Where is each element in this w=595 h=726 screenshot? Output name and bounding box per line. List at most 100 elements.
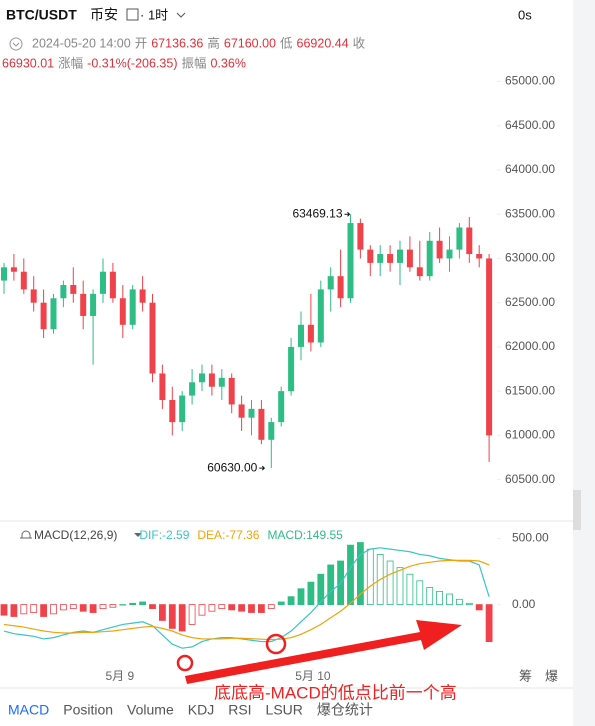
y-tick-label: 65000.00 bbox=[505, 74, 555, 88]
candle-body bbox=[317, 289, 324, 343]
macd-bar bbox=[347, 544, 354, 606]
tab[interactable]: 爆仓统计 bbox=[317, 702, 373, 718]
exchange: 币安 bbox=[90, 7, 118, 23]
y-tick-label: 61500.00 bbox=[505, 383, 555, 397]
bell-icon[interactable] bbox=[20, 530, 32, 539]
candle-body bbox=[1, 267, 7, 281]
y-tick-label: 61000.00 bbox=[505, 428, 555, 442]
candle-body bbox=[367, 249, 374, 263]
candle-body bbox=[179, 395, 186, 423]
y-tick-label: 63000.00 bbox=[505, 251, 555, 265]
macd-bar bbox=[218, 604, 226, 609]
interval[interactable]: · 1时 bbox=[140, 7, 168, 22]
macd-bar bbox=[317, 573, 325, 606]
candle-body bbox=[298, 324, 304, 347]
info-close_label: 收 bbox=[353, 36, 366, 50]
candle-body bbox=[486, 258, 493, 436]
y-tick-label: 60500.00 bbox=[505, 472, 555, 486]
tab[interactable]: Position bbox=[63, 702, 113, 718]
candle-body bbox=[436, 240, 443, 259]
macd-bar bbox=[366, 548, 374, 606]
candle-body bbox=[218, 377, 225, 387]
y-tick-label: 62000.00 bbox=[505, 339, 555, 353]
macd-bar bbox=[50, 604, 57, 615]
candle-body bbox=[307, 324, 314, 343]
macd-bar bbox=[149, 604, 156, 609]
macd-bar bbox=[228, 604, 236, 611]
candle-body bbox=[90, 293, 97, 316]
max-label: 63469.13 bbox=[292, 206, 342, 220]
y-tick-label: 0.00 bbox=[512, 597, 536, 611]
highlight-circle bbox=[176, 654, 194, 672]
macd-bar bbox=[79, 604, 87, 612]
chevron bbox=[12, 42, 20, 47]
macd-bar bbox=[158, 604, 166, 621]
candle-body bbox=[139, 289, 146, 303]
info-change_label: 涨幅 bbox=[58, 55, 83, 70]
tab[interactable]: LSUR bbox=[266, 702, 303, 718]
macd-bar bbox=[129, 602, 137, 606]
info-low_label: 低 bbox=[280, 36, 293, 50]
macd-bar bbox=[10, 604, 18, 617]
y-tick-label: 500.00 bbox=[512, 531, 549, 545]
candle-body bbox=[406, 249, 413, 268]
macd-bar bbox=[188, 604, 196, 625]
candle-body bbox=[129, 289, 136, 325]
tab[interactable]: RSI bbox=[228, 702, 251, 718]
chips-button[interactable]: 筹 bbox=[519, 668, 532, 683]
macd-bar bbox=[307, 581, 315, 606]
macd-bar bbox=[396, 567, 404, 606]
candle-body bbox=[109, 271, 116, 299]
x-tick-label: 5月 9 bbox=[105, 669, 134, 683]
candle-body bbox=[119, 298, 126, 325]
tab[interactable]: KDJ bbox=[188, 702, 214, 718]
info-change: -0.31%(-206.35) bbox=[87, 56, 177, 70]
macd-bar bbox=[119, 604, 127, 606]
macd-bar bbox=[327, 564, 335, 606]
macd-bar bbox=[277, 601, 285, 606]
arrow bbox=[259, 465, 266, 471]
y-tick-label: 64500.00 bbox=[505, 118, 555, 132]
candle-body bbox=[149, 302, 156, 374]
macd-bar bbox=[475, 604, 483, 611]
edit-icon[interactable] bbox=[126, 8, 139, 21]
pair[interactable]: BTC/USDT bbox=[6, 7, 77, 23]
scroll-handle[interactable] bbox=[573, 490, 581, 530]
macd-dropdown[interactable] bbox=[134, 533, 142, 537]
macd-bar bbox=[455, 598, 463, 606]
macd-line bbox=[3, 547, 490, 649]
candle-body bbox=[228, 377, 235, 405]
dropdown[interactable] bbox=[176, 12, 186, 18]
info-close: 66930.01 bbox=[2, 56, 54, 70]
macd-bar bbox=[20, 604, 28, 615]
candle-body bbox=[248, 408, 255, 418]
macd-bar bbox=[139, 601, 147, 606]
collapse-icon[interactable] bbox=[9, 37, 23, 51]
annotation-arrow bbox=[185, 620, 462, 684]
macd-bar bbox=[356, 542, 364, 606]
candle-body bbox=[337, 276, 344, 299]
candle-body bbox=[416, 267, 423, 277]
tab[interactable]: Volume bbox=[127, 702, 174, 718]
macd-dif_label: DIF:-2.59 bbox=[139, 528, 189, 542]
min-label: 60630.00 bbox=[207, 460, 257, 474]
y-tick-label: 62500.00 bbox=[505, 295, 555, 309]
liq-button[interactable]: 爆 bbox=[545, 668, 558, 683]
macd-bar bbox=[40, 604, 47, 617]
macd-bar bbox=[99, 604, 107, 609]
info-low: 66920.44 bbox=[297, 36, 349, 50]
candle-body bbox=[278, 391, 285, 423]
tab[interactable]: MACD bbox=[8, 702, 49, 718]
candle-body bbox=[268, 422, 275, 440]
candle-body bbox=[347, 223, 354, 299]
candle-body bbox=[288, 346, 295, 392]
candle-body bbox=[100, 271, 106, 294]
candle-body bbox=[10, 267, 17, 272]
candle-body bbox=[377, 254, 384, 263]
info-open: 67136.36 bbox=[151, 36, 203, 50]
macd-bar bbox=[238, 604, 246, 612]
macd-bar bbox=[485, 604, 493, 642]
macd-bar bbox=[60, 604, 67, 611]
